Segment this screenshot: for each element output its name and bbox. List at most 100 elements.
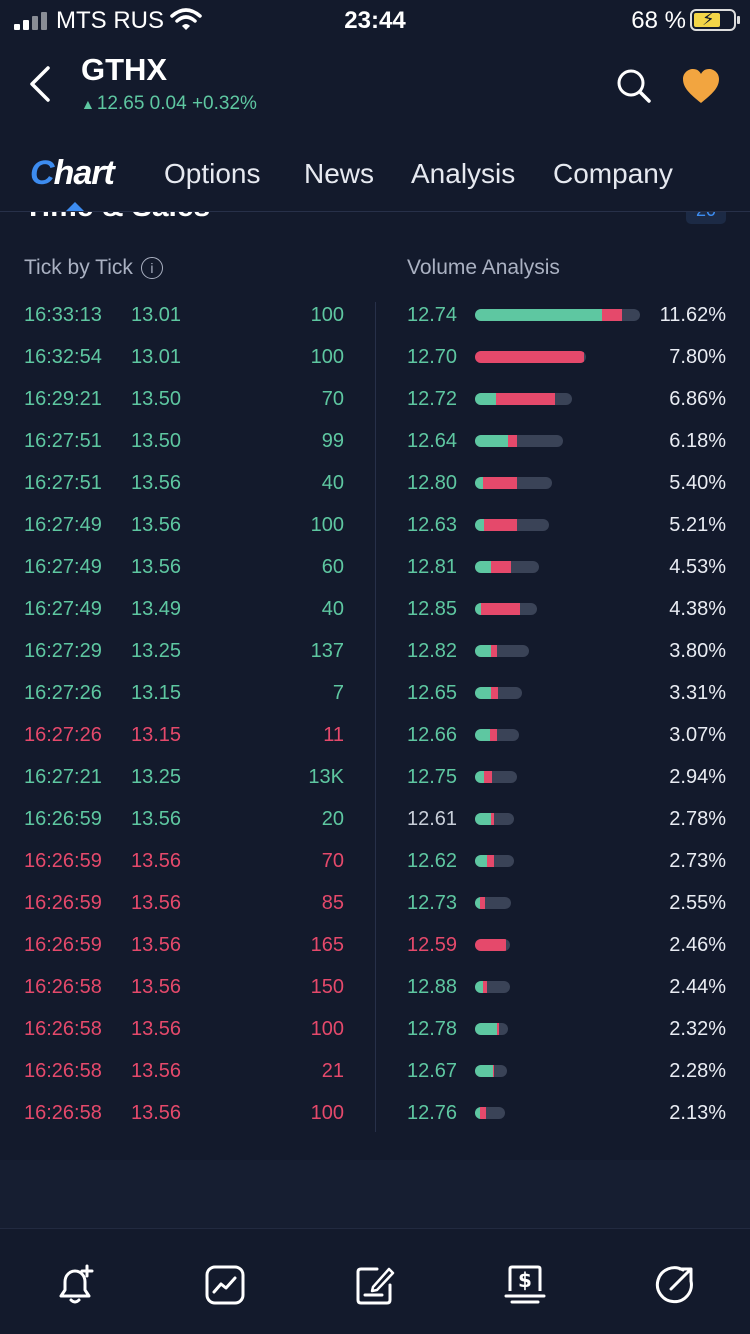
tick-volume: 20 xyxy=(321,808,344,830)
tick-time: 16:26:58 xyxy=(24,1018,102,1040)
volume-price: 12.82 xyxy=(407,640,458,662)
tick-row: 16:26:58 13.56 100 xyxy=(0,1092,370,1134)
tick-price: 13.15 xyxy=(131,724,182,746)
volume-bar-sell xyxy=(497,1023,500,1035)
volume-row: 12.88 2.44% xyxy=(380,966,750,1008)
volume-bar-buy xyxy=(475,1023,498,1035)
edit-note-icon[interactable] xyxy=(353,1263,397,1307)
volume-bar xyxy=(475,351,586,363)
tick-time: 16:27:29 xyxy=(24,640,102,662)
volume-row: 12.62 2.73% xyxy=(380,840,750,882)
volume-bar-sell xyxy=(479,1107,486,1119)
chart-logo-c: C xyxy=(30,154,55,192)
volume-percent: 11.62% xyxy=(659,304,726,326)
tick-time: 16:27:51 xyxy=(24,430,102,452)
ticker-symbol: GTHX xyxy=(81,52,168,87)
tick-row: 16:27:29 13.25 137 xyxy=(0,630,370,672)
back-arrow-icon[interactable] xyxy=(26,64,56,104)
tick-price: 13.56 xyxy=(131,934,182,956)
volume-price: 12.62 xyxy=(407,850,458,872)
tick-volume: 165 xyxy=(310,934,344,956)
volume-bar-buy xyxy=(475,1065,493,1077)
volume-price: 12.80 xyxy=(407,472,458,494)
volume-list[interactable]: 12.74 11.62% 12.70 7.80% 12.72 6.86% 12.64 6.18… xyxy=(380,294,750,1134)
volume-price: 12.64 xyxy=(407,430,458,452)
volume-bar-sell xyxy=(475,939,506,951)
tick-row: 16:26:58 13.56 150 xyxy=(0,966,370,1008)
volume-price: 12.81 xyxy=(407,556,458,578)
tick-time: 16:27:49 xyxy=(24,598,102,620)
volume-bar xyxy=(475,687,522,699)
tick-price: 13.50 xyxy=(131,430,182,452)
volume-row: 12.59 2.46% xyxy=(380,924,750,966)
tick-row: 16:27:26 13.15 11 xyxy=(0,714,370,756)
tick-time: 16:26:59 xyxy=(24,808,102,830)
volume-row: 12.81 4.53% xyxy=(380,546,750,588)
volume-percent: 2.28% xyxy=(669,1060,726,1082)
volume-row: 12.80 5.40% xyxy=(380,462,750,504)
volume-bar-buy xyxy=(475,309,603,321)
volume-bar-buy xyxy=(475,435,509,447)
volume-price: 12.74 xyxy=(407,304,458,326)
volume-bar-sell xyxy=(482,981,487,993)
volume-bar-sell xyxy=(490,813,494,825)
volume-percent: 7.80% xyxy=(669,346,726,368)
content-footer xyxy=(0,1160,750,1228)
volume-row: 12.85 4.38% xyxy=(380,588,750,630)
tab-analysis[interactable]: Analysis xyxy=(411,158,516,189)
volume-row: 12.76 2.13% xyxy=(380,1092,750,1134)
volume-price: 12.78 xyxy=(407,1018,458,1040)
volume-bar-sell xyxy=(484,771,492,783)
volume-percent: 6.86% xyxy=(669,388,726,410)
chart-line-icon[interactable] xyxy=(203,1263,247,1307)
volume-row: 12.67 2.28% xyxy=(380,1050,750,1092)
tick-price: 13.56 xyxy=(131,514,182,536)
favorite-heart-icon[interactable] xyxy=(680,66,722,106)
volume-bar-buy xyxy=(475,687,492,699)
share-icon[interactable] xyxy=(653,1263,697,1307)
tick-volume: 100 xyxy=(310,1018,344,1040)
volume-bar-buy xyxy=(475,771,485,783)
trade-dollar-icon[interactable]: $ xyxy=(503,1263,547,1307)
tick-volume: 11 xyxy=(323,724,344,746)
volume-bar xyxy=(475,435,563,447)
volume-bar-sell xyxy=(480,897,485,909)
search-icon[interactable] xyxy=(614,66,654,106)
volume-bar-sell xyxy=(496,393,555,405)
tab-company[interactable]: Company xyxy=(553,158,673,189)
up-arrow-icon: ▲ xyxy=(81,96,95,112)
tick-price: 13.56 xyxy=(131,1060,182,1082)
volume-bar-buy xyxy=(475,897,481,909)
tab-options[interactable]: Options xyxy=(164,158,261,189)
volume-bar-buy xyxy=(475,813,491,825)
tick-price: 13.50 xyxy=(131,388,182,410)
tick-price: 13.01 xyxy=(131,346,182,368)
volume-bar xyxy=(475,603,537,615)
volume-bar-buy xyxy=(475,477,483,489)
info-icon[interactable]: i xyxy=(140,257,163,279)
volume-percent: 2.55% xyxy=(669,892,726,914)
volume-percent: 5.21% xyxy=(669,514,726,536)
tick-volume: 100 xyxy=(310,304,344,326)
tab-chart[interactable]: Chart xyxy=(30,154,115,193)
tab-news[interactable]: News xyxy=(304,158,375,189)
tick-volume: 60 xyxy=(321,556,344,578)
volume-bar-sell xyxy=(475,351,584,363)
bell-plus-icon[interactable] xyxy=(53,1263,97,1307)
volume-bar-sell xyxy=(482,477,518,489)
volume-bar xyxy=(475,855,514,867)
tick-time: 16:29:21 xyxy=(24,388,102,410)
status-bar: MTS RUS 23:44 68 % ⚡ xyxy=(0,0,750,40)
tick-time: 16:27:51 xyxy=(24,472,102,494)
volume-row: 12.74 11.62% xyxy=(380,294,750,336)
tick-volume: 137 xyxy=(310,640,344,662)
tick-list[interactable]: 16:33:13 13.01 100 16:32:54 13.01 100 16:29:21… xyxy=(0,294,370,1134)
tick-volume: 13K xyxy=(308,766,344,788)
volume-percent: 3.80% xyxy=(669,640,726,662)
volume-price: 12.65 xyxy=(407,682,458,704)
volume-row: 12.75 2.94% xyxy=(380,756,750,798)
tick-row: 16:26:58 13.56 100 xyxy=(0,1008,370,1050)
volume-percent: 2.13% xyxy=(669,1102,726,1124)
tick-row: 16:27:26 13.15 7 xyxy=(0,672,370,714)
tick-volume: 99 xyxy=(321,430,344,452)
